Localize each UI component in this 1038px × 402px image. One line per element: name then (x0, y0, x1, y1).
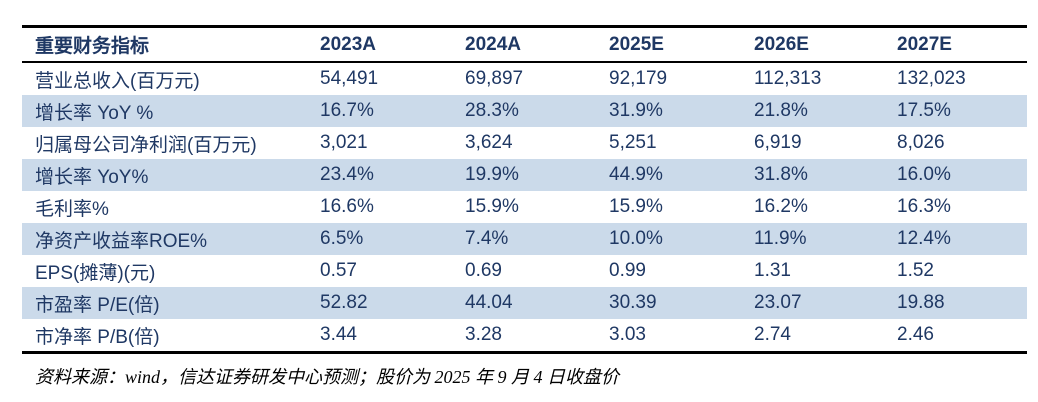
year-column-header: 2026E (754, 26, 897, 63)
cell-value: 112,313 (754, 68, 822, 89)
row-label: 市盈率 P/E(倍) (35, 294, 160, 316)
table-row: 归属母公司净利润(百万元) 3,021 3,624 5,251 6,919 8,026 (22, 127, 1027, 159)
source-note: 资料来源：wind，信达证券研发中心预测；股价为 2025 年 9 月 4 日收… (35, 367, 620, 387)
table-row: 市盈率 P/E(倍) 52.82 44.04 30.39 23.07 19.88 (22, 287, 1027, 319)
row-label: 归属母公司净利润(百万元) (35, 134, 257, 156)
cell-value: 15.9% (465, 196, 519, 217)
cell-value: 52.82 (320, 292, 368, 313)
cell-value: 7.4% (465, 228, 509, 249)
table-row: EPS(摊薄)(元) 0.57 0.69 0.99 1.31 1.52 (22, 255, 1027, 287)
row-label: 营业总收入(百万元) (35, 70, 200, 92)
cell-value: 0.99 (609, 260, 646, 281)
table-header-row: 重要财务指标 2023A 2024A 2025E 2026E 2027E (22, 26, 1027, 63)
cell-value: 44.04 (465, 292, 513, 313)
cell-value: 6.5% (320, 228, 364, 249)
cell-value: 16.3% (897, 196, 951, 217)
table-body: 营业总收入(百万元) 54,491 69,897 92,179 112,313 132,0… (22, 62, 1027, 353)
cell-value: 30.39 (609, 292, 657, 313)
table-row: 毛利率% 16.6% 15.9% 15.9% 16.2% 16.3% (22, 191, 1027, 223)
cell-value: 19.9% (465, 164, 519, 185)
cell-value: 132,023 (897, 68, 966, 89)
cell-value: 1.52 (897, 260, 934, 281)
row-label: 净资产收益率ROE% (35, 230, 208, 252)
cell-value: 2.74 (754, 324, 791, 345)
cell-value: 3,021 (320, 132, 368, 153)
cell-value: 44.9% (609, 164, 663, 185)
cell-value: 0.57 (320, 260, 357, 281)
cell-value: 3,624 (465, 132, 513, 153)
cell-value: 10.0% (609, 228, 663, 249)
cell-value: 3.28 (465, 324, 502, 345)
cell-value: 6,919 (754, 132, 802, 153)
financial-metrics-table: 重要财务指标 2023A 2024A 2025E 2026E 2027E 营业总收入(百万… (22, 25, 1027, 354)
metrics-column-header: 重要财务指标 (22, 26, 320, 63)
cell-value: 92,179 (609, 68, 668, 89)
year-column-header: 2023A (320, 26, 465, 63)
cell-value: 19.88 (897, 292, 945, 313)
cell-value: 2.46 (897, 324, 934, 345)
cell-value: 5,251 (609, 132, 657, 153)
cell-value: 21.8% (754, 100, 808, 121)
cell-value: 31.8% (754, 164, 808, 185)
row-label: 毛利率% (35, 198, 109, 220)
row-label: 增长率 YoY % (35, 102, 154, 124)
year-column-header: 2025E (609, 26, 754, 63)
cell-value: 15.9% (609, 196, 663, 217)
cell-value: 28.3% (465, 100, 519, 121)
cell-value: 17.5% (897, 100, 951, 121)
cell-value: 0.69 (465, 260, 502, 281)
year-column-header: 2024A (465, 26, 609, 63)
cell-value: 16.2% (754, 196, 808, 217)
cell-value: 16.0% (897, 164, 951, 185)
cell-value: 11.9% (754, 228, 807, 249)
cell-value: 16.6% (320, 196, 374, 217)
cell-value: 23.07 (754, 292, 802, 313)
table-row: 市净率 P/B(倍) 3.44 3.28 3.03 2.74 2.46 (22, 319, 1027, 353)
year-column-header: 2027E (897, 26, 1027, 63)
row-label: 增长率 YoY% (35, 166, 149, 188)
cell-value: 23.4% (320, 164, 374, 185)
cell-value: 1.31 (754, 260, 791, 281)
table-row: 增长率 YoY% 23.4% 19.9% 44.9% 31.8% 16.0% (22, 159, 1027, 191)
row-label: 市净率 P/B(倍) (35, 326, 160, 348)
row-label: EPS(摊薄)(元) (35, 262, 156, 284)
cell-value: 8,026 (897, 132, 945, 153)
table-row: 营业总收入(百万元) 54,491 69,897 92,179 112,313 132,0… (22, 62, 1027, 95)
table-row: 净资产收益率ROE% 6.5% 7.4% 10.0% 11.9% 12.4% (22, 223, 1027, 255)
cell-value: 54,491 (320, 68, 379, 89)
table-row: 增长率 YoY % 16.7% 28.3% 31.9% 21.8% 17.5% (22, 95, 1027, 127)
cell-value: 69,897 (465, 68, 524, 89)
cell-value: 12.4% (897, 228, 951, 249)
cell-value: 16.7% (320, 100, 374, 121)
cell-value: 3.03 (609, 324, 646, 345)
cell-value: 3.44 (320, 324, 357, 345)
cell-value: 31.9% (609, 100, 663, 121)
